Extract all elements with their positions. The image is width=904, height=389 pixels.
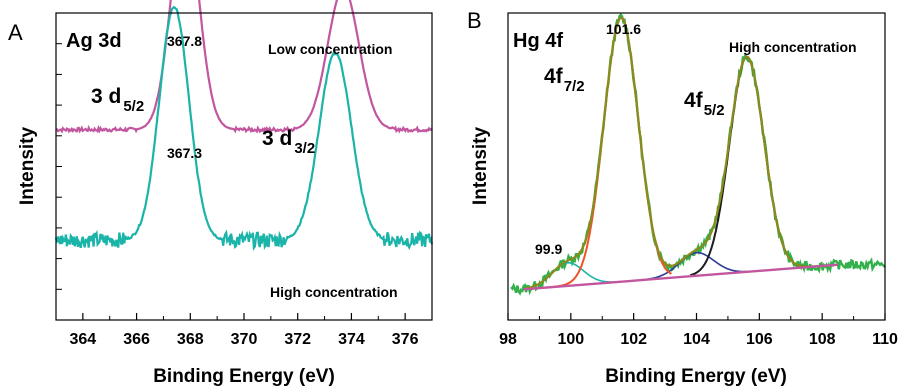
panel-b-annotation-4f52: 4f5/2 bbox=[684, 89, 725, 119]
panel-a-series-1 bbox=[54, 5, 434, 251]
panel-a-x-tick-label-5: 374 bbox=[338, 331, 365, 348]
panel-a-x-tick-label-4: 372 bbox=[284, 331, 311, 348]
panel-a-x-tick-label-1: 366 bbox=[123, 331, 150, 348]
panel-a-x-ticks: 364 366 368 370 372 374 376 bbox=[55, 313, 433, 348]
panel-a-y-ticks bbox=[56, 43, 62, 290]
panel-b-peak-label-main: 101.6 bbox=[606, 21, 641, 37]
panel-a-annotation-3d32: 3 d 3/2 bbox=[262, 127, 315, 157]
panel-a-x-tick-label-0: 364 bbox=[70, 331, 97, 348]
panel-b-component-104 bbox=[627, 251, 775, 282]
panel-a-peak-label-low: 367.8 bbox=[167, 33, 202, 49]
panel-b-x-tick-label-0: 98 bbox=[499, 331, 517, 348]
panel-b-component-105-6 bbox=[689, 56, 816, 277]
panel-b-x-tick-label-2: 102 bbox=[620, 331, 647, 348]
panel-b-x-tick-label-4: 106 bbox=[746, 331, 773, 348]
panel-a-series-label-high: High concentration bbox=[270, 284, 398, 300]
panel-a-x-tick-label-2: 368 bbox=[177, 331, 204, 348]
panel-a-annotation-3d52: 3 d 5/2 bbox=[91, 85, 144, 115]
panel-b-x-axis-title: Binding Energy (eV) bbox=[605, 366, 787, 387]
panel-b-x-tick-label-1: 100 bbox=[557, 331, 584, 348]
panel-a-x-axis-title: Binding Energy (eV) bbox=[153, 366, 335, 387]
panel-a: A 364 366 368 370 372 374 376 Binding Energy (… bbox=[8, 0, 434, 387]
panel-b-x-tick-label-5: 108 bbox=[809, 331, 836, 348]
panel-b-plot-area bbox=[510, 12, 886, 296]
panel-a-element-label: Ag 3d bbox=[66, 30, 122, 52]
panel-a-peak-label-high: 367.3 bbox=[167, 145, 202, 161]
panel-b: B 98 100 102 104 106 108 110 Binding Energy (e… bbox=[467, 8, 898, 387]
panel-b-background-line bbox=[523, 263, 838, 291]
panel-a-plot-area bbox=[54, 0, 434, 251]
panel-b-x-ticks: 98 100 102 104 106 108 110 bbox=[499, 313, 898, 348]
panel-b-frame bbox=[507, 12, 886, 321]
panel-b-title-note: High concentration bbox=[729, 39, 857, 55]
panel-a-series-0 bbox=[55, 0, 433, 134]
panel-b-peak-label-small: 99.9 bbox=[535, 241, 562, 257]
panel-b-element-label: Hg 4f bbox=[513, 30, 563, 52]
panel-b-letter: B bbox=[467, 8, 482, 33]
panel-b-x-tick-label-6: 110 bbox=[872, 331, 898, 348]
panel-a-letter: A bbox=[8, 20, 23, 45]
panel-a-x-tick-label-6: 376 bbox=[392, 331, 419, 348]
panel-b-y-axis-title: Intensity bbox=[470, 127, 491, 206]
panel-b-x-tick-label-3: 104 bbox=[683, 331, 710, 348]
panel-b-annotation-4f72: 4f7/2 bbox=[544, 65, 585, 95]
panel-a-y-axis-title: Intensity bbox=[17, 127, 38, 206]
panel-a-x-tick-label-3: 370 bbox=[231, 331, 258, 348]
panel-a-frame bbox=[55, 12, 433, 321]
panel-b-raw-data bbox=[510, 12, 886, 296]
panel-b-envelope bbox=[523, 16, 829, 290]
panel-a-series-label-low: Low concentration bbox=[268, 41, 392, 57]
